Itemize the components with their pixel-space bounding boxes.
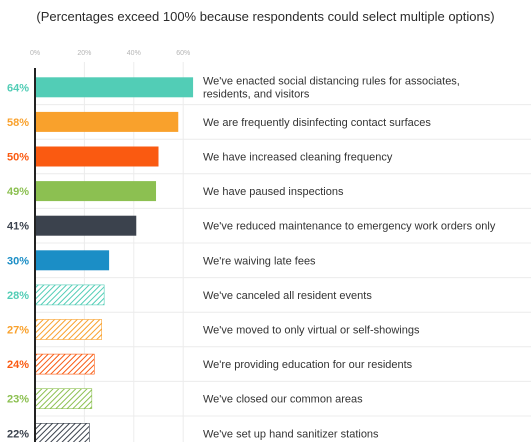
bar xyxy=(35,181,157,202)
value-label: 22% xyxy=(7,428,29,440)
category-label: We are frequently disinfecting contact s… xyxy=(203,117,431,129)
category-label: We're waiving late fees xyxy=(203,255,316,267)
x-tick-label: 40% xyxy=(127,50,141,57)
value-label: 23% xyxy=(7,394,29,406)
bar xyxy=(35,146,159,167)
value-label: 41% xyxy=(7,221,29,233)
x-axis-ticks: 0% 20% 40% 60% xyxy=(30,50,190,57)
value-label: 30% xyxy=(7,255,29,267)
bar xyxy=(35,250,110,271)
x-tick-label: 0% xyxy=(30,50,40,57)
bar xyxy=(34,319,102,340)
value-label: 28% xyxy=(7,290,29,302)
bar xyxy=(34,353,95,375)
value-label: 50% xyxy=(7,152,29,164)
category-label: We've reduced maintenance to emergency w… xyxy=(203,221,496,233)
bar xyxy=(35,111,179,132)
category-label: We've set up hand sanitizer stations xyxy=(203,428,379,440)
x-tick-label: 60% xyxy=(176,50,190,57)
bar xyxy=(34,422,90,442)
category-label: We have paused inspections xyxy=(203,186,344,198)
category-label: We're providing education for our reside… xyxy=(203,359,413,371)
value-labels: 64% 58% 50% 49% 41% 30% 28% 27% 24% 23% 22% xyxy=(7,82,29,440)
chart-subtitle: (Percentages exceed 100% because respond… xyxy=(36,9,495,24)
category-label: We've enacted social distancing rules fo… xyxy=(203,75,460,100)
category-label: We have increased cleaning frequency xyxy=(203,152,393,164)
value-label: 49% xyxy=(7,186,29,198)
value-label: 24% xyxy=(7,359,29,371)
category-labels: We've enacted social distancing rules fo… xyxy=(203,75,496,440)
grid-lines xyxy=(35,62,531,442)
bar xyxy=(34,284,105,306)
category-label: We've closed our common areas xyxy=(203,394,363,406)
category-label: We've canceled all resident events xyxy=(203,290,372,302)
x-tick-label: 20% xyxy=(77,50,91,57)
bar xyxy=(35,77,194,98)
bar xyxy=(34,388,93,410)
category-label: We've moved to only virtual or self-show… xyxy=(203,325,420,337)
bar xyxy=(35,215,137,236)
value-label: 27% xyxy=(7,325,29,337)
value-label: 64% xyxy=(7,82,29,94)
bars xyxy=(34,77,194,442)
value-label: 58% xyxy=(7,117,29,129)
